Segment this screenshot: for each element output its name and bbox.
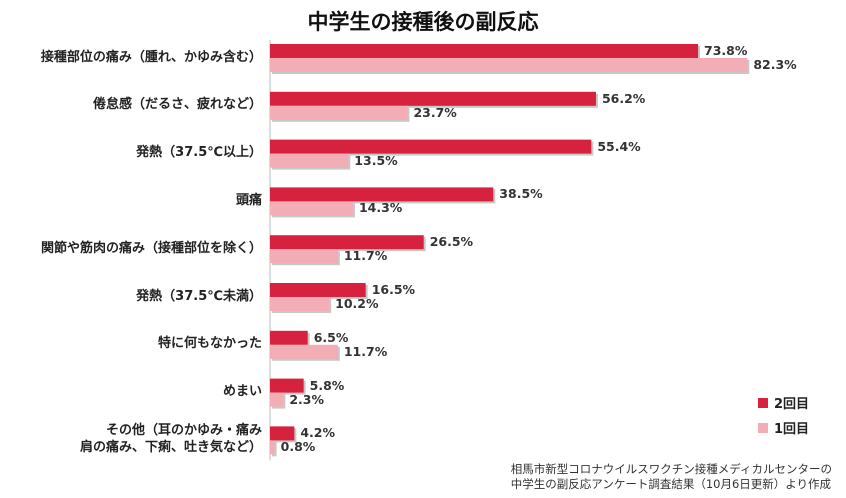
legend-item-2nd: 2回目: [758, 393, 809, 412]
category-label: 発熱（37.5℃以上）: [136, 145, 262, 161]
bar-1st-dose: [270, 201, 353, 216]
data-label: 11.7%: [343, 343, 388, 359]
bar-2nd-dose: [270, 283, 366, 297]
category-label: 関節や筋肉の痛み（接種部位を除く）: [40, 240, 262, 256]
bar-1st-dose: [270, 440, 275, 455]
bar-1st-dose: [270, 392, 284, 407]
category-label: 特に何もなかった: [157, 336, 262, 352]
data-label: 55.4%: [597, 138, 641, 154]
data-label: 0.8%: [280, 439, 316, 455]
data-label: 16.5%: [371, 282, 416, 297]
data-label: 56.2%: [601, 90, 646, 106]
category-label: 接種部位の痛み（腫れ、かゆみ含む）: [40, 49, 262, 65]
legend-item-1st: 1回目: [758, 418, 809, 437]
category-label: その他（耳のかゆみ・痛み: [105, 423, 262, 439]
bar-2nd-dose: [270, 44, 699, 58]
data-label: 73.8%: [704, 43, 748, 58]
bar-1st-dose: [270, 58, 748, 72]
legend-swatch-2nd: [758, 397, 768, 408]
bar-1st-dose: [270, 344, 338, 359]
data-label: 5.8%: [309, 377, 345, 393]
data-label: 13.5%: [354, 152, 398, 168]
bar-1st-dose: [270, 105, 408, 120]
data-label: 11.7%: [343, 248, 388, 264]
bar-1st-dose: [270, 153, 349, 168]
bar-2nd-dose: [270, 235, 424, 250]
data-label: 23.7%: [413, 104, 457, 120]
bar-2nd-dose: [270, 139, 592, 154]
bar-2nd-dose: [270, 330, 308, 345]
bar-1st-dose: [270, 249, 338, 264]
data-label: 14.3%: [358, 200, 403, 216]
legend-label-2nd: 2回目: [774, 397, 810, 412]
category-label: 発熱（37.5℃未満）: [136, 288, 262, 304]
category-label: めまい: [222, 384, 262, 400]
category-label: 頭痛: [235, 192, 262, 208]
source-note: 相馬市新型コロナウイルスワクチン接種メディカルセンターの 中学生の副反応アンケー…: [511, 462, 832, 492]
bar-2nd-dose: [270, 426, 295, 441]
source-line-1: 相馬市新型コロナウイルスワクチン接種メディカルセンターの: [510, 462, 832, 476]
data-label: 4.2%: [300, 425, 336, 441]
category-label: 肩の痛み、下痢、吐き気など）: [79, 440, 262, 456]
bar-1st-dose: [270, 297, 330, 311]
legend-label-1st: 1回目: [774, 422, 810, 437]
data-label: 2.3%: [289, 391, 324, 407]
data-label: 82.3%: [753, 57, 797, 72]
bar-2nd-dose: [270, 91, 596, 106]
data-label: 10.2%: [335, 296, 379, 311]
legend-swatch-1st: [758, 422, 768, 433]
bar-2nd-dose: [270, 378, 304, 393]
chart-title: 中学生の接種後の副反応: [307, 10, 539, 34]
data-label: 6.5%: [313, 329, 349, 345]
data-label: 38.5%: [499, 186, 543, 202]
source-line-2: 中学生の副反応アンケート調査結果（10月6日更新）より作成: [510, 477, 832, 491]
category-label: 倦怠感（だるさ、疲れなど）: [92, 97, 262, 113]
data-label: 26.5%: [429, 234, 474, 250]
bar-2nd-dose: [270, 187, 494, 202]
